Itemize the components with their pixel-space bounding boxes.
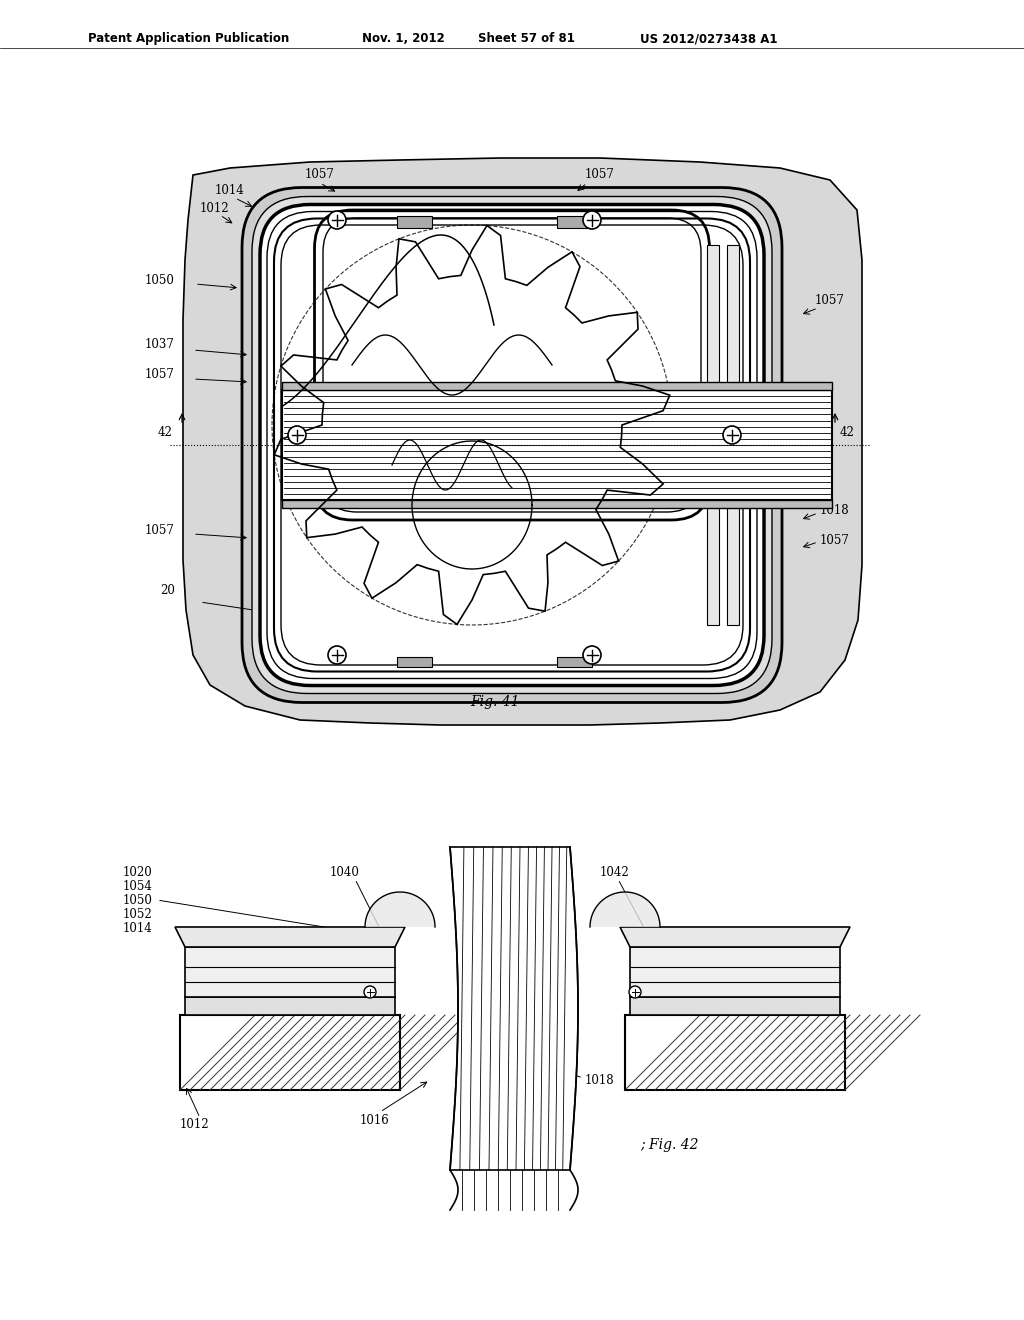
Polygon shape — [450, 847, 578, 1170]
Text: 1018: 1018 — [820, 503, 850, 516]
Text: 1040: 1040 — [330, 866, 359, 879]
Text: 1036: 1036 — [555, 680, 585, 693]
Polygon shape — [175, 927, 406, 946]
Polygon shape — [183, 158, 862, 725]
Text: 1018: 1018 — [585, 1073, 614, 1086]
Bar — [397, 657, 432, 667]
FancyBboxPatch shape — [242, 187, 782, 702]
Bar — [185, 997, 395, 1015]
Bar — [282, 389, 831, 500]
Text: 42: 42 — [840, 426, 855, 440]
Bar — [630, 946, 840, 997]
Text: 1057: 1057 — [585, 169, 614, 181]
Circle shape — [288, 426, 306, 444]
Bar — [630, 997, 840, 1015]
Text: 1012: 1012 — [180, 1118, 210, 1131]
Text: 1020: 1020 — [122, 866, 152, 879]
Text: 1014: 1014 — [215, 183, 245, 197]
Text: Patent Application Publication: Patent Application Publication — [88, 32, 289, 45]
Bar — [727, 246, 739, 624]
Bar — [282, 500, 831, 508]
FancyBboxPatch shape — [267, 210, 757, 680]
Circle shape — [629, 986, 641, 998]
Bar — [557, 657, 592, 667]
Bar — [397, 216, 432, 228]
Circle shape — [328, 211, 346, 228]
Text: 1058: 1058 — [640, 680, 670, 693]
Polygon shape — [620, 927, 850, 946]
Text: 1057: 1057 — [145, 524, 175, 536]
Text: 1057: 1057 — [820, 533, 850, 546]
Text: Nov. 1, 2012: Nov. 1, 2012 — [362, 32, 444, 45]
Text: Fig. 41: Fig. 41 — [470, 696, 519, 709]
Circle shape — [723, 426, 741, 444]
Text: 1016: 1016 — [360, 1114, 390, 1126]
Text: 1057: 1057 — [308, 680, 338, 693]
Text: 1057: 1057 — [145, 368, 175, 381]
FancyBboxPatch shape — [252, 197, 772, 693]
Text: 1042: 1042 — [600, 866, 630, 879]
Text: 1057: 1057 — [478, 680, 508, 693]
Text: 42: 42 — [157, 426, 172, 440]
Bar — [625, 1015, 845, 1090]
Text: Sheet 57 of 81: Sheet 57 of 81 — [478, 32, 574, 45]
Text: 1012: 1012 — [200, 202, 229, 214]
Text: 1050: 1050 — [122, 894, 152, 907]
Text: 20: 20 — [160, 583, 175, 597]
Text: 1054: 1054 — [122, 879, 152, 892]
Text: 1057: 1057 — [815, 293, 845, 306]
FancyBboxPatch shape — [260, 205, 764, 685]
Text: 1014: 1014 — [122, 921, 152, 935]
Text: 1037: 1037 — [145, 338, 175, 351]
Bar — [180, 1015, 400, 1090]
Circle shape — [583, 645, 601, 664]
Circle shape — [364, 986, 376, 998]
Text: 1052: 1052 — [122, 908, 152, 920]
Text: US 2012/0273438 A1: US 2012/0273438 A1 — [640, 32, 777, 45]
Bar — [557, 216, 592, 228]
Bar — [707, 246, 719, 624]
Text: 1050: 1050 — [145, 273, 175, 286]
Bar — [282, 381, 831, 389]
Text: 1057: 1057 — [305, 169, 335, 181]
Bar — [185, 946, 395, 997]
Circle shape — [328, 645, 346, 664]
Text: ; Fig. 42: ; Fig. 42 — [640, 1138, 698, 1152]
Circle shape — [583, 211, 601, 228]
